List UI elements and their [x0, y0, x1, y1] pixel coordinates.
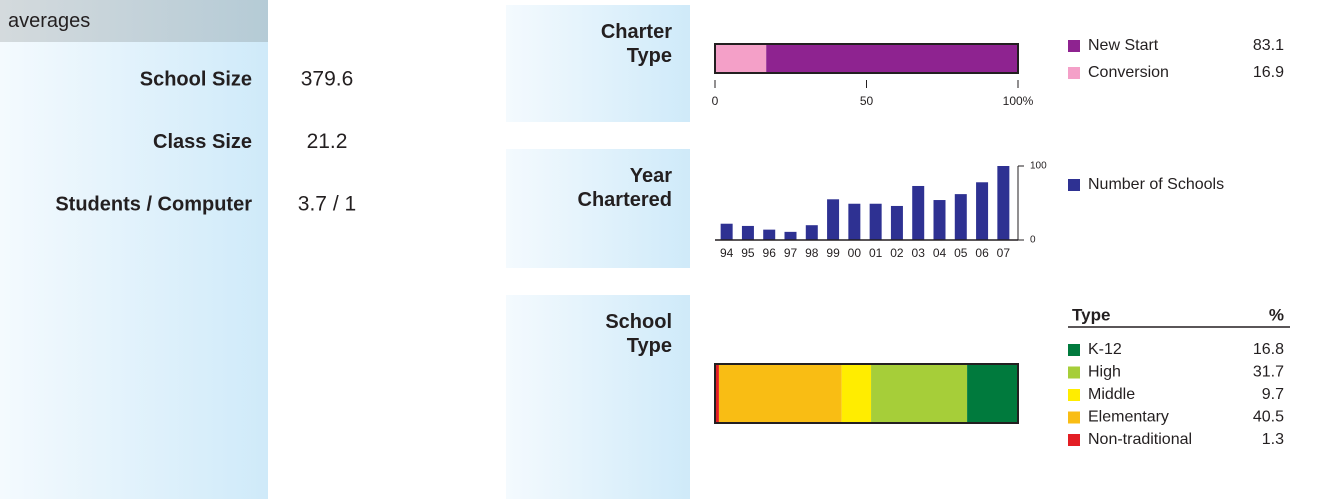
x-tick-label: 96: [763, 246, 777, 260]
legend-value: 31.7: [1253, 364, 1284, 381]
legend-value: 40.5: [1253, 409, 1284, 426]
legend-header: %: [1269, 305, 1284, 324]
bar: [869, 203, 882, 240]
bar: [954, 194, 967, 240]
legend-value: 9.7: [1262, 386, 1284, 403]
legend-swatch: [1068, 366, 1080, 379]
bar: [827, 199, 840, 240]
bar-segment: [967, 364, 1018, 423]
legend-swatch: [1068, 40, 1080, 52]
bar: [890, 205, 903, 240]
average-value: 3.7 / 1: [298, 193, 356, 216]
bar-segment: [715, 364, 719, 423]
legend-value: 1.3: [1262, 431, 1284, 448]
x-tick-label: 98: [805, 246, 819, 260]
chart-panel: [506, 295, 690, 499]
bar-segment: [715, 44, 767, 73]
bar-segment: [766, 44, 1018, 73]
legend-value: 83.1: [1253, 37, 1284, 54]
legend-swatch: [1068, 434, 1080, 446]
average-value: 21.2: [307, 130, 348, 153]
legend-value: 16.9: [1253, 64, 1284, 81]
bar-segment: [871, 364, 968, 423]
legend-swatch: [1068, 411, 1080, 424]
x-tick-label: 03: [912, 246, 926, 260]
x-tick-label: 97: [784, 246, 798, 260]
legend-label: Non-traditional: [1088, 431, 1192, 448]
bar: [912, 185, 925, 240]
x-tick-label: 02: [890, 246, 904, 260]
x-tick-label: 00: [848, 246, 862, 260]
legend-label: Number of Schools: [1088, 176, 1224, 193]
x-tick-label: 07: [997, 246, 1011, 260]
chart-title: Year Chartered: [577, 165, 672, 211]
chart-panel: [506, 5, 690, 122]
x-tick-label: 100%: [1003, 94, 1034, 108]
average-label: School Size: [140, 68, 252, 90]
averages-title: averages: [8, 10, 91, 32]
bar-outline: [714, 43, 1019, 74]
bar: [720, 223, 733, 240]
chart-panel: [506, 149, 690, 268]
legend-header: Type: [1072, 305, 1110, 324]
averages-panel: [0, 0, 268, 499]
average-value: 379.6: [301, 68, 354, 91]
bar: [763, 229, 776, 240]
bar: [933, 200, 946, 240]
x-tick-label: 05: [954, 246, 968, 260]
bar-segment: [718, 364, 842, 423]
x-tick-label: 50: [860, 94, 874, 108]
bar: [976, 182, 989, 240]
legend-swatch: [1068, 67, 1080, 79]
averages-header: [0, 0, 268, 42]
legend-label: K-12: [1088, 341, 1122, 358]
legend-label: Conversion: [1088, 64, 1169, 81]
legend-swatch: [1068, 344, 1080, 356]
bar: [848, 203, 861, 240]
legend-value: 16.8: [1253, 341, 1284, 358]
average-label: Students / Computer: [55, 193, 252, 215]
legend-label: Middle: [1088, 386, 1135, 403]
chart-title: School Type: [605, 311, 672, 357]
x-tick-label: 06: [975, 246, 989, 260]
bar-segment: [841, 364, 872, 423]
legend-swatch: [1068, 389, 1080, 401]
legend-label: High: [1088, 364, 1121, 381]
chart-title: Charter Type: [600, 21, 672, 67]
bar-outline: [714, 363, 1019, 424]
x-tick-label: 99: [826, 246, 840, 260]
legend-label: Elementary: [1088, 409, 1169, 426]
x-tick-label: 95: [741, 246, 755, 260]
x-tick-label: 94: [720, 246, 734, 260]
x-tick-label: 01: [869, 246, 883, 260]
bar: [805, 225, 818, 240]
bar: [784, 231, 797, 240]
bar: [741, 225, 754, 240]
legend-swatch: [1068, 179, 1080, 191]
average-label: Class Size: [153, 131, 252, 153]
legend-label: New Start: [1088, 37, 1159, 54]
bar: [997, 166, 1010, 240]
y-tick-label: 100: [1030, 161, 1047, 172]
y-tick-label: 0: [1030, 235, 1036, 246]
x-tick-label: 0: [712, 94, 719, 108]
x-tick-label: 04: [933, 246, 947, 260]
